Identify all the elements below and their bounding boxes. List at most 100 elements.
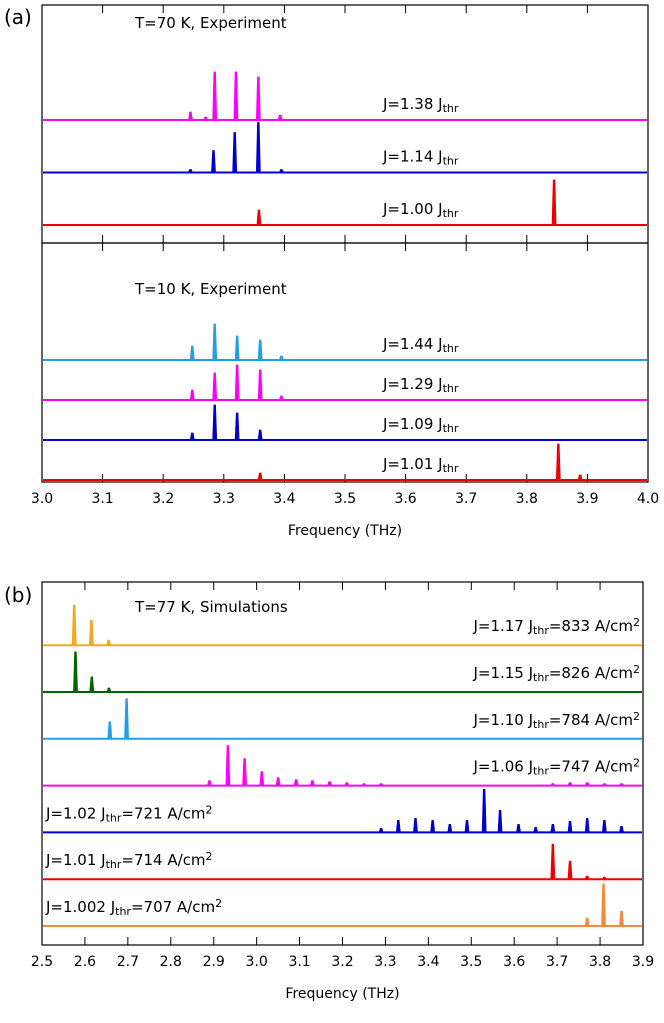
label-part: thr <box>443 422 459 435</box>
label-part: thr <box>106 812 122 825</box>
label-part: =714 A/cm <box>121 851 205 869</box>
peak <box>188 111 193 121</box>
peak <box>189 432 195 441</box>
x-tick-label: 3.2 <box>152 491 174 507</box>
peak <box>256 209 262 226</box>
x-tick-label: 3.4 <box>417 954 439 970</box>
peak <box>234 412 240 441</box>
x-tick-label: 2.7 <box>117 954 139 970</box>
label-part: thr <box>533 718 549 731</box>
peak <box>225 745 231 786</box>
peak <box>106 639 112 646</box>
peak <box>601 820 607 833</box>
trace <box>43 698 642 740</box>
trace <box>43 604 642 647</box>
peak <box>309 780 315 786</box>
label-part: thr <box>533 624 549 637</box>
panel-label: (a) <box>4 5 32 29</box>
label-part: J=1.09 J <box>382 415 443 433</box>
label-part: 2 <box>633 710 640 723</box>
peak <box>232 132 238 173</box>
peak <box>124 698 129 740</box>
peak <box>242 758 248 786</box>
peak <box>277 114 283 121</box>
peak <box>211 150 216 173</box>
peak <box>584 875 590 880</box>
label-part: thr <box>115 905 131 918</box>
label-part: 2 <box>633 663 640 676</box>
label-part: =784 A/cm <box>549 711 633 729</box>
peak <box>327 781 333 786</box>
peak <box>255 122 261 173</box>
x-tick-label: 3.1 <box>91 491 113 507</box>
trace <box>43 789 642 834</box>
peak <box>257 369 263 401</box>
peak <box>601 883 606 927</box>
label-part: J=1.17 J <box>472 617 533 635</box>
label-part: thr <box>443 155 459 168</box>
x-tick-label: 3.9 <box>632 954 654 970</box>
trace <box>43 179 647 226</box>
label-part: 2 <box>215 897 222 910</box>
peak <box>584 818 590 833</box>
trace <box>43 651 642 693</box>
peak <box>89 676 95 693</box>
label-part: =707 A/cm <box>131 898 215 916</box>
trace-label: J=1.01 Jthr=714 A/cm2 <box>45 850 213 871</box>
peak <box>259 771 265 786</box>
label-part: 2 <box>206 850 213 863</box>
label-part: =747 A/cm <box>549 758 633 776</box>
label-part: 2 <box>633 616 640 629</box>
peak <box>584 782 590 786</box>
peak <box>481 789 487 833</box>
trace-label: J=1.29 Jthr <box>382 375 459 395</box>
peak <box>378 828 384 833</box>
peak <box>395 820 401 833</box>
label-part: J=1.02 J <box>45 804 106 822</box>
x-tick-label: 3.8 <box>589 954 611 970</box>
trace-label: J=1.00 Jthr <box>382 200 459 220</box>
label-part: thr <box>443 342 459 355</box>
label-part: thr <box>533 671 549 684</box>
x-tick-label: 3.1 <box>288 954 310 970</box>
peak <box>413 818 418 833</box>
peak <box>234 335 240 361</box>
x-tick-label: 3.0 <box>246 954 268 970</box>
trace <box>43 443 647 481</box>
trace <box>43 122 647 174</box>
x-tick-label: 4.0 <box>637 491 659 507</box>
x-tick-label: 3.5 <box>460 954 482 970</box>
peak <box>550 783 556 786</box>
label-part: thr <box>443 207 459 220</box>
peak <box>278 169 284 173</box>
label-part: thr <box>533 765 549 778</box>
x-tick-label: 3.6 <box>503 954 525 970</box>
peak <box>447 824 453 833</box>
trace <box>43 323 647 361</box>
x-axis-label: Frequency (THz) <box>285 986 399 1002</box>
peak <box>71 604 77 646</box>
label-part: J=1.002 J <box>45 898 115 916</box>
label-part: J=1.01 J <box>382 455 443 473</box>
label-part: thr <box>443 102 459 115</box>
peak <box>577 474 583 481</box>
trace <box>43 843 642 881</box>
trace-label: J=1.17 Jthr=833 A/cm2 <box>472 616 640 637</box>
x-tick-label: 2.8 <box>160 954 182 970</box>
x-tick-label: 2.5 <box>31 954 53 970</box>
peak <box>567 782 573 786</box>
peak <box>619 910 624 927</box>
peak <box>430 820 436 833</box>
label-part: thr <box>106 858 122 871</box>
peak <box>293 779 299 786</box>
x-tick-label: 2.6 <box>74 954 96 970</box>
peak <box>601 876 608 880</box>
peak <box>533 827 539 833</box>
trace-label: J=1.06 Jthr=747 A/cm2 <box>472 757 640 778</box>
peak <box>107 721 113 740</box>
plot-frame <box>41 4 649 244</box>
peak <box>73 651 78 693</box>
peak <box>555 443 561 481</box>
peak <box>464 820 470 833</box>
